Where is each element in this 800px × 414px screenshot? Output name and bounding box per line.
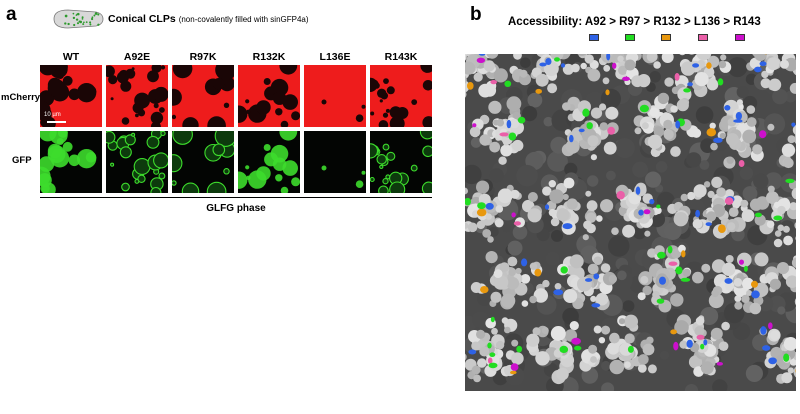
gfp-tile-a92e	[106, 131, 168, 193]
row-label-gfp: GFP	[12, 155, 32, 166]
scale-bar-label: 10 µm	[44, 112, 61, 118]
gfp-tile-l136e	[304, 131, 366, 193]
gfp-tile-wt	[40, 131, 102, 193]
column-label: R97K	[189, 51, 217, 63]
mcherry-tile-r143k	[370, 65, 432, 127]
panel-letter-b: b	[470, 4, 482, 25]
mcherry-tile-r132k	[238, 65, 300, 127]
scale-bar	[47, 121, 66, 123]
mcherry-tile-r97k	[172, 65, 234, 127]
surface-render-image	[465, 54, 796, 391]
row-label-mcherry: mCherry	[1, 92, 41, 103]
gfp-tile-r97k	[172, 131, 234, 193]
clp-title-text: Conical CLPs	[108, 13, 176, 25]
clp-title: Conical CLPs (non-covalently filled with …	[108, 13, 309, 25]
column-label: A92E	[123, 51, 151, 63]
conical-clp-capsule-icon	[53, 9, 104, 29]
gfp-tile-r143k	[370, 131, 432, 193]
legend-swatch-r143	[735, 34, 745, 41]
mcherry-tile-l136e	[304, 65, 366, 127]
column-label: R132K	[252, 51, 286, 63]
gfp-tile-r132k	[238, 131, 300, 193]
legend-swatch-r132	[661, 34, 671, 41]
legend-swatch-l136	[698, 34, 708, 41]
mcherry-tile-a92e	[106, 65, 168, 127]
column-label: WT	[62, 51, 80, 63]
phase-divider	[40, 197, 432, 198]
phase-label: GLFG phase	[206, 203, 266, 214]
legend-swatch-a92	[589, 34, 599, 41]
panel-letter-a: a	[6, 4, 17, 25]
column-label: R143K	[384, 51, 418, 63]
legend-swatch-r97	[625, 34, 635, 41]
accessibility-title: Accessibility: A92 > R97 > R132 > L136 >…	[508, 16, 761, 28]
clp-subtitle: (non-covalently filled with sinGFP4a)	[178, 15, 309, 24]
column-label: L136E	[319, 51, 351, 63]
